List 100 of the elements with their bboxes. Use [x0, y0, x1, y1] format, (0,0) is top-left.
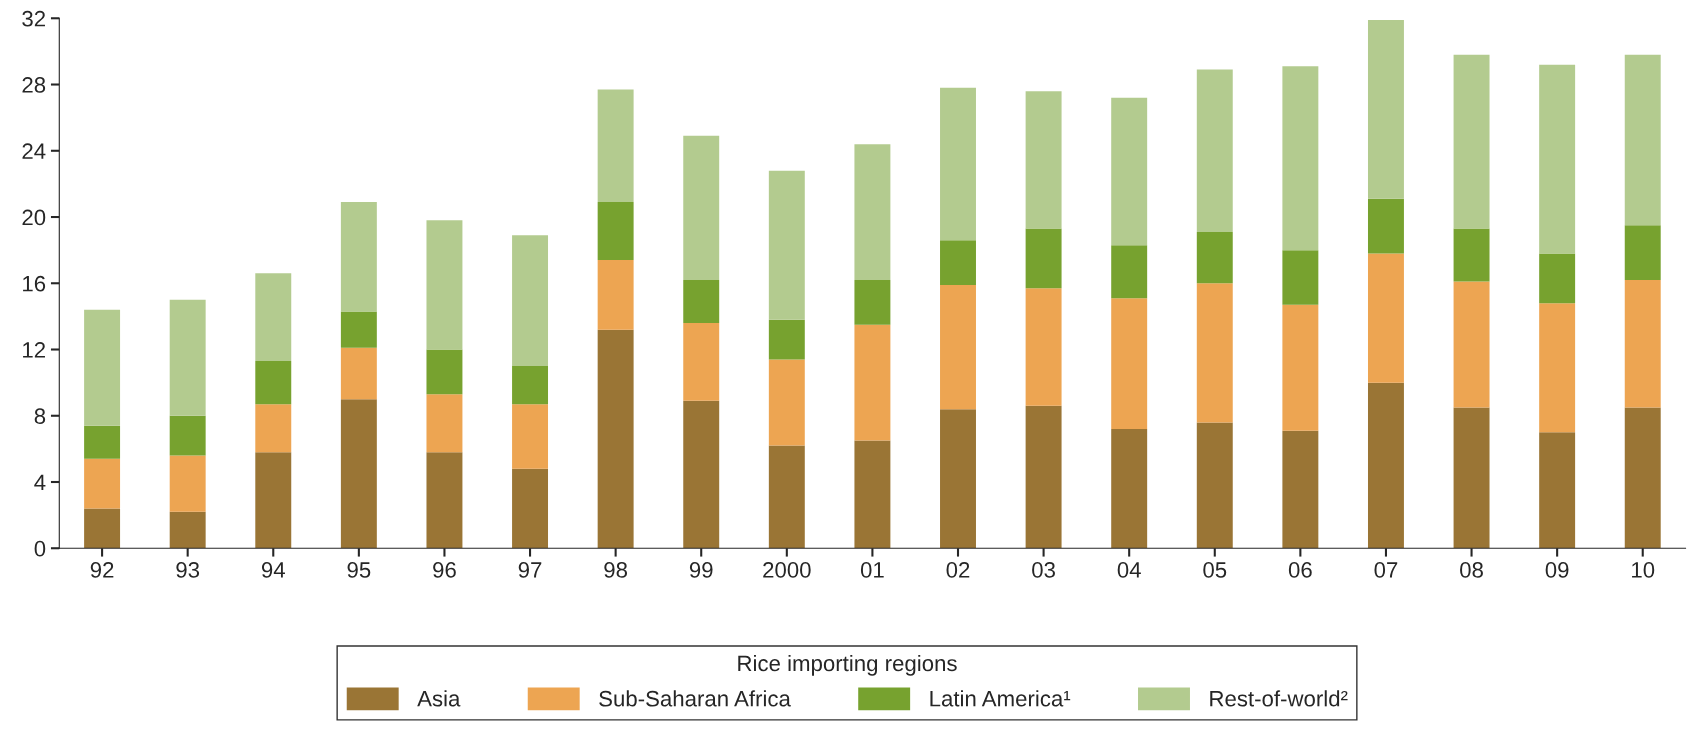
- bar: [1367, 19, 1404, 199]
- bar: [1539, 64, 1576, 254]
- bar: [1111, 298, 1148, 430]
- x-tick-label: 2000: [763, 562, 811, 578]
- bar: [426, 220, 463, 350]
- bar: [512, 366, 549, 405]
- x-tick-label: 93: [176, 562, 200, 578]
- bar: [1025, 288, 1062, 406]
- bar: [84, 309, 121, 426]
- bar: [768, 445, 805, 549]
- x-tick-label: 97: [518, 562, 542, 578]
- bar: [1282, 66, 1319, 251]
- bar: [940, 87, 976, 241]
- bar: [84, 425, 121, 459]
- x-tick-label: 02: [946, 562, 970, 578]
- bar: [1624, 279, 1661, 408]
- y-tick-label: 0: [34, 540, 46, 557]
- x-tick-label: 03: [1032, 562, 1055, 578]
- bar: [854, 324, 891, 441]
- bar: [683, 400, 720, 549]
- bar: [1111, 429, 1148, 549]
- bar: [426, 349, 463, 395]
- bar: [426, 394, 463, 453]
- bar: [597, 202, 634, 261]
- bar: [1196, 69, 1233, 232]
- bar: [940, 284, 976, 410]
- bar: [1624, 407, 1661, 549]
- legend-label: Asia: [417, 690, 461, 707]
- x-tick-label: 92: [90, 562, 114, 578]
- x-tick-label: 10: [1632, 562, 1655, 578]
- x-tick-label: 05: [1203, 562, 1227, 578]
- bar: [1453, 281, 1490, 408]
- x-tick-label: 95: [347, 562, 371, 578]
- bar: [768, 359, 805, 446]
- x-tick-label: 99: [689, 562, 713, 578]
- y-tick-label: 4: [34, 474, 46, 491]
- y-tick-label: 28: [22, 77, 46, 93]
- bar: [854, 440, 891, 549]
- x-tick-label: 96: [433, 562, 456, 578]
- bar: [426, 452, 463, 549]
- bar: [1282, 250, 1319, 305]
- legend-label: Latin America¹: [930, 690, 1071, 707]
- bar: [340, 347, 377, 400]
- bar: [1025, 91, 1062, 229]
- bar: [768, 170, 805, 320]
- bar: [1539, 303, 1576, 433]
- bar: [940, 409, 976, 549]
- bar: [1367, 253, 1404, 383]
- x-tick-label: 98: [604, 562, 628, 578]
- bar: [1453, 228, 1490, 282]
- x-tick-label: 94: [261, 562, 285, 578]
- bar: [1367, 382, 1404, 549]
- bar: [169, 455, 206, 512]
- y-tick-label: 32: [22, 10, 45, 27]
- bar: [1453, 54, 1490, 229]
- bar: [512, 235, 549, 367]
- x-tick-label: 07: [1374, 562, 1398, 578]
- bar: [683, 323, 720, 401]
- bar: [1196, 422, 1233, 549]
- bar: [1111, 245, 1148, 299]
- bar: [255, 361, 292, 405]
- bar: [683, 135, 720, 280]
- y-tick-label: 12: [23, 342, 45, 358]
- bar: [597, 89, 634, 203]
- bar: [84, 508, 121, 549]
- bar: [597, 260, 634, 330]
- bar: [1624, 225, 1661, 280]
- x-tick-label: 09: [1545, 562, 1569, 578]
- bar: [1196, 231, 1233, 284]
- y-tick-label: 16: [23, 275, 46, 292]
- bar: [854, 144, 891, 280]
- bar: [340, 202, 377, 312]
- x-tick-label: 06: [1288, 562, 1312, 578]
- bar: [1539, 253, 1576, 304]
- bar: [1282, 304, 1319, 431]
- x-tick-label: 08: [1460, 562, 1483, 578]
- bar: [1025, 228, 1062, 289]
- bar: [1367, 198, 1404, 254]
- bar: [255, 452, 292, 549]
- bar: [169, 299, 206, 416]
- bar: [1624, 54, 1661, 226]
- bar: [940, 240, 976, 285]
- bar: [84, 458, 121, 509]
- bar: [255, 273, 292, 362]
- legend-label: Rest-of-world²: [1210, 690, 1348, 707]
- bar: [340, 311, 377, 348]
- x-tick-label: 01: [860, 562, 884, 578]
- bar: [1111, 97, 1148, 246]
- x-tick-label: 04: [1117, 562, 1141, 578]
- bar: [1453, 407, 1490, 549]
- bar: [597, 329, 634, 549]
- bar: [768, 319, 805, 360]
- bar: [169, 511, 206, 549]
- bar: [683, 279, 720, 324]
- bar: [1025, 405, 1062, 549]
- bar: [1196, 283, 1233, 423]
- bar: [512, 404, 549, 469]
- legend-title: Rice importing regions: [738, 654, 957, 676]
- legend-label: Sub-Saharan Africa: [599, 690, 791, 707]
- y-tick-label: 20: [22, 209, 46, 226]
